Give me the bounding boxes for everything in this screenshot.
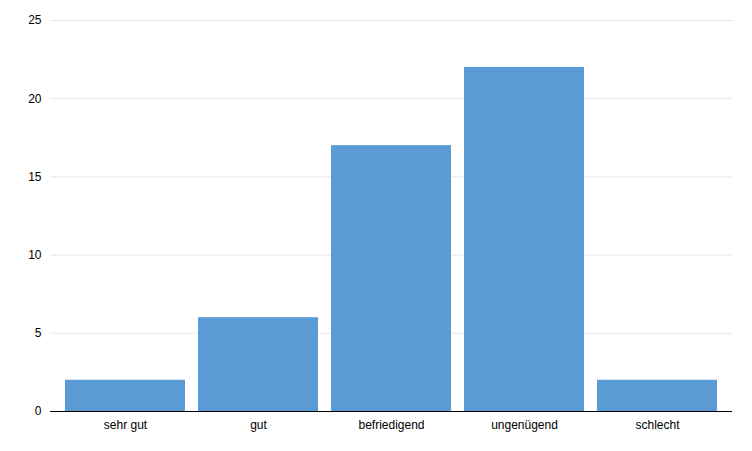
svg-text:5: 5 bbox=[35, 326, 42, 340]
svg-text:schlecht: schlecht bbox=[635, 418, 680, 432]
svg-text:ungenügend: ungenügend bbox=[491, 418, 558, 432]
svg-text:15: 15 bbox=[28, 170, 42, 184]
svg-text:gut: gut bbox=[250, 418, 267, 432]
svg-text:sehr gut: sehr gut bbox=[104, 418, 148, 432]
svg-text:0: 0 bbox=[35, 404, 42, 418]
svg-text:befriedigend: befriedigend bbox=[358, 418, 424, 432]
svg-text:20: 20 bbox=[28, 92, 42, 106]
svg-text:10: 10 bbox=[28, 248, 42, 262]
svg-text:25: 25 bbox=[28, 13, 42, 27]
